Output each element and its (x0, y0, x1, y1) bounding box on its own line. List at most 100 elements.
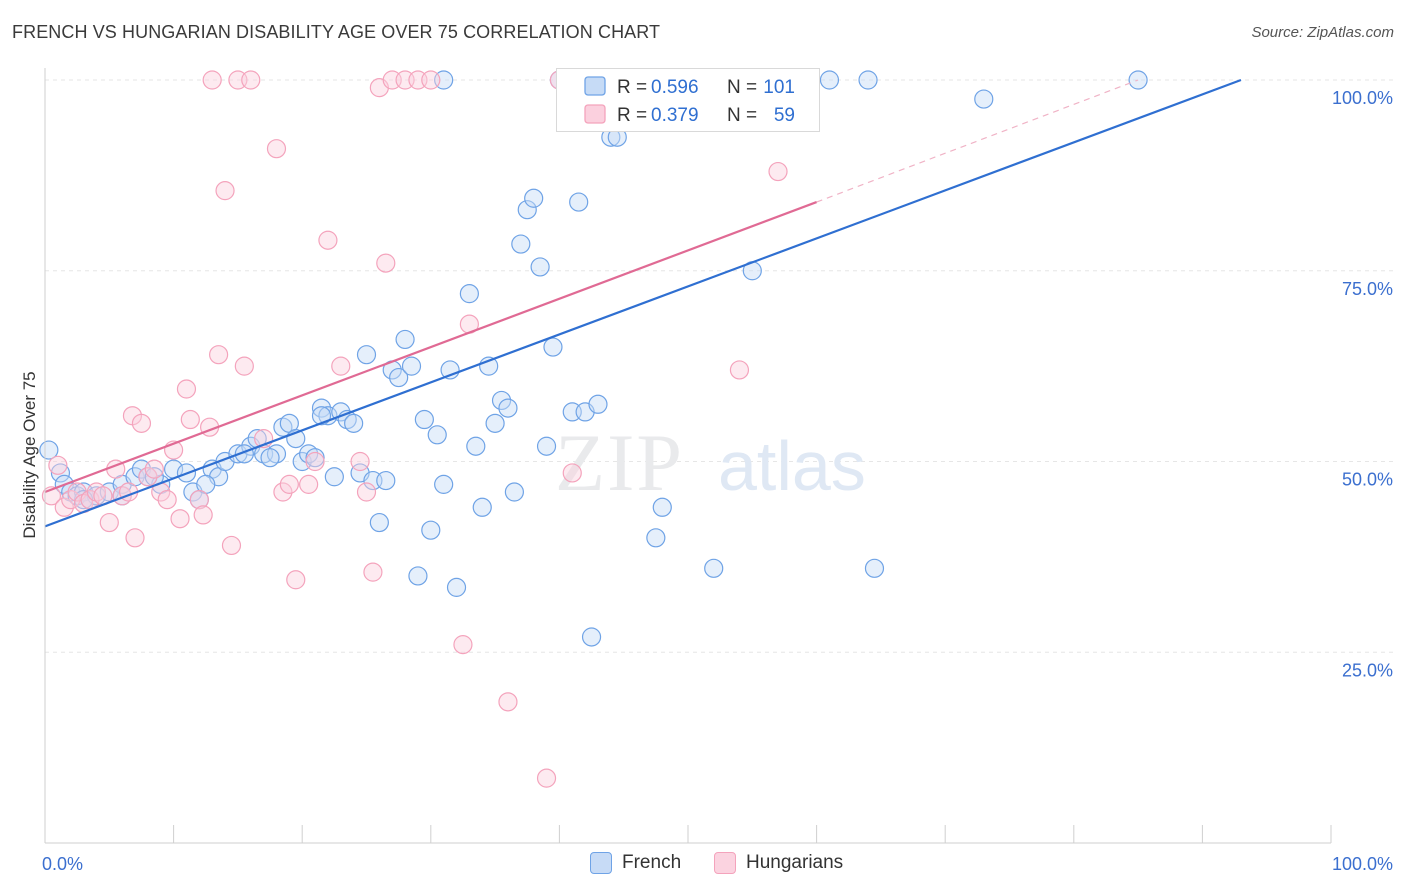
french-point (864, 558, 885, 578)
watermark: ZIP atlas (555, 417, 866, 508)
hungarians-point (176, 379, 197, 399)
y-tick-label: 75.0% (1342, 279, 1393, 299)
french-point (652, 497, 672, 517)
hungarians-point (562, 463, 582, 483)
hungarians-point (279, 474, 299, 494)
french-point (395, 329, 415, 350)
hungarians-point (331, 356, 351, 376)
tick-labels: 100.0% 75.0% 50.0% 25.0% 0.0% 100.0% (42, 88, 1393, 874)
hungarians-point (421, 70, 441, 90)
french-point (414, 409, 434, 430)
french-point (434, 474, 454, 494)
hungarians-n-label: N = (727, 105, 757, 126)
chart-title: FRENCH VS HUNGARIAN DISABILITY AGE OVER … (12, 22, 661, 42)
hungarians-point (138, 467, 158, 487)
watermark-zip: ZIP (555, 417, 684, 508)
hungarians-point (99, 512, 119, 533)
french-point (504, 482, 524, 502)
correlation-legend: R = 0.596 N = 101 R = 0.379 N = 59 (556, 68, 820, 132)
french-n-value: 101 (763, 77, 795, 98)
hungarians-point (180, 409, 200, 430)
hungarians-point (356, 482, 377, 502)
hungarians-point (768, 161, 788, 182)
french-point (543, 337, 563, 357)
trend-lines (44, 78, 1242, 528)
hungarians-point (453, 635, 473, 655)
hungarian-points (41, 70, 788, 788)
hungarians-point (157, 490, 177, 510)
hungarians-point (299, 474, 319, 494)
series-legend: French Hungarians (0, 852, 1406, 878)
hungarians-r-value: 0.379 (651, 105, 699, 126)
french-point (50, 463, 71, 483)
french-n-label: N = (727, 77, 757, 98)
y-axis-label: Disability Age Over 75 (20, 371, 39, 539)
french-point (369, 512, 389, 533)
hungarians-n-value: 59 (774, 105, 795, 126)
y-tick-label: 100.0% (1332, 88, 1393, 108)
french-point (498, 398, 518, 418)
x-tick-label-start: 0.0% (42, 854, 83, 874)
french-point (569, 192, 589, 212)
french-points (39, 70, 1148, 647)
hungarians-point (266, 139, 287, 159)
hungarians-point (189, 490, 209, 510)
hungarians-point (54, 497, 74, 517)
legend-label-hungarians: Hungarians (746, 852, 844, 873)
french-point (344, 413, 364, 433)
french-point (472, 497, 492, 517)
french-point (376, 470, 396, 491)
y-tick-label: 25.0% (1342, 660, 1393, 680)
x-tick-label-end: 100.0% (1332, 854, 1393, 874)
hungarians-trend-line (44, 201, 817, 494)
source-label: Source: ZipAtlas.com (1251, 24, 1394, 41)
hungarians-point (209, 345, 229, 365)
hungarians-point (202, 70, 222, 90)
french-point (1128, 70, 1148, 90)
french-point (39, 440, 59, 460)
hungarians-point (48, 455, 68, 475)
french-point (704, 558, 724, 578)
french-point (421, 520, 441, 540)
french-point (427, 425, 447, 445)
french-legend-swatch (584, 76, 606, 96)
french-point (408, 566, 428, 586)
hungarians-point (318, 230, 338, 250)
french-trend-line (44, 78, 1242, 528)
hungarians-point (498, 692, 518, 712)
french-point (356, 345, 377, 365)
hungarians-point (305, 451, 325, 472)
french-point (311, 406, 332, 426)
french-point (389, 367, 409, 388)
french-point (581, 627, 602, 647)
hungarians-point (125, 528, 145, 548)
hungarians-point (729, 360, 750, 380)
legend-item-hungarians[interactable]: Hungarians (714, 852, 843, 874)
hungarians-point (363, 562, 383, 582)
french-point (588, 394, 608, 414)
french-point (446, 577, 467, 597)
legend-item-french[interactable]: French (590, 852, 681, 874)
hungarians-point (234, 356, 254, 376)
french-point (459, 284, 479, 304)
french-r-value: 0.596 (651, 77, 699, 98)
hungarians-point (193, 505, 213, 525)
y-tick-label: 50.0% (1342, 470, 1393, 490)
hungarians-point (536, 768, 557, 788)
french-point (646, 528, 666, 548)
french-point (491, 390, 512, 411)
hungarians-point (144, 459, 164, 479)
hungarians-r-label: R = (617, 105, 647, 126)
french-r-label: R = (617, 77, 647, 98)
axes (44, 68, 1332, 844)
hungarians-legend-swatch (584, 104, 606, 124)
french-point (517, 200, 537, 220)
french-point (819, 70, 840, 90)
hungarians-swatch (714, 852, 736, 874)
watermark-atlas: atlas (718, 427, 866, 505)
french-point (485, 413, 505, 433)
hungarians-point (286, 570, 306, 590)
hungarians-point (131, 413, 152, 433)
hungarians-point (376, 253, 396, 273)
